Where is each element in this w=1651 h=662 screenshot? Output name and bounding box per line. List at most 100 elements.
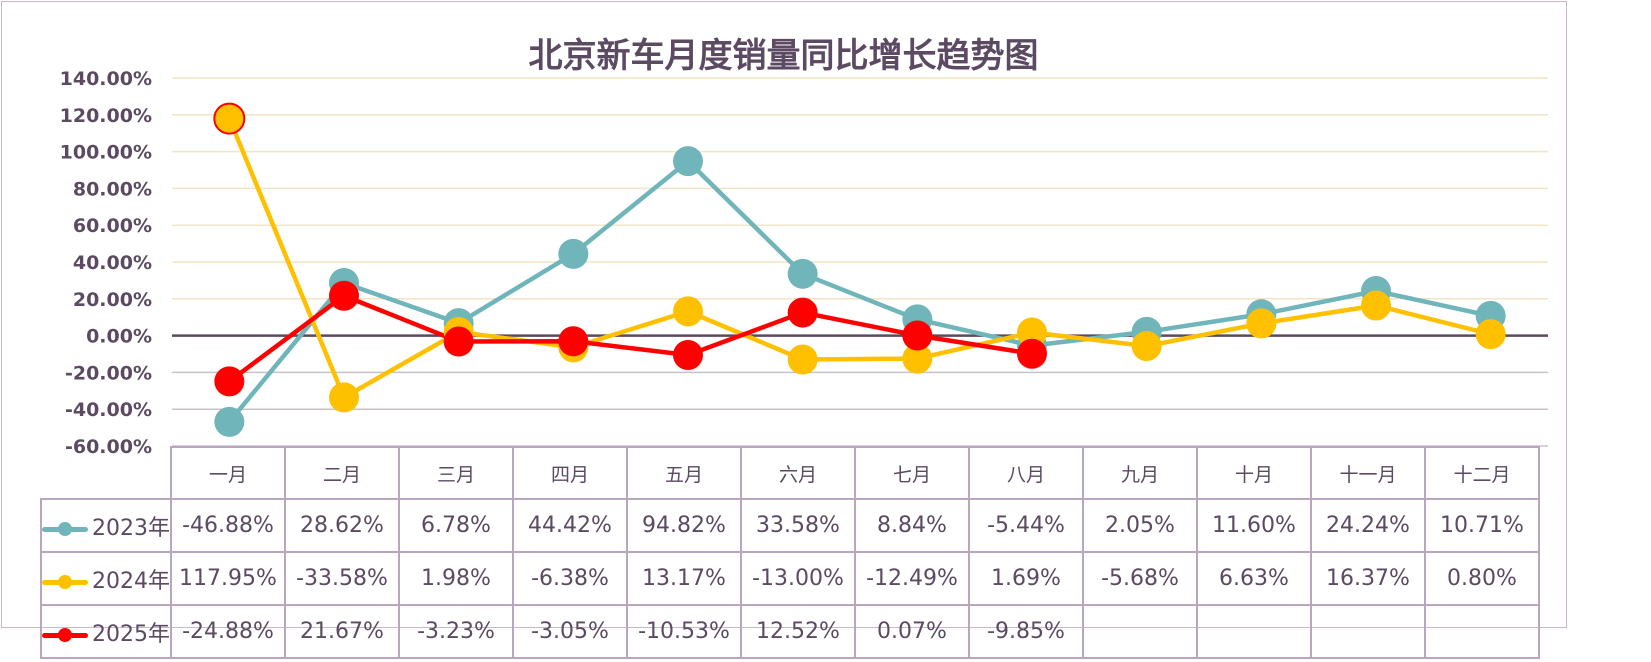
y-tick-label: -40.00%	[65, 399, 152, 421]
data-point	[1361, 290, 1391, 321]
data-point	[329, 382, 359, 413]
data-point	[1475, 319, 1506, 350]
data-point	[558, 326, 589, 357]
category-label: 三月	[398, 446, 514, 500]
data-label: 0.80%	[1424, 551, 1540, 606]
data-label: -33.58%	[284, 551, 400, 606]
legend-line-marker-icon	[42, 521, 88, 536]
y-tick-label: 0.00%	[86, 326, 152, 348]
category-label: 二月	[284, 446, 400, 500]
data-label: -12.49%	[854, 551, 970, 606]
category-label: 八月	[968, 446, 1084, 500]
data-label: -3.23%	[398, 604, 514, 659]
data-label	[1310, 604, 1426, 659]
data-label: 6.78%	[398, 498, 514, 553]
legend-entry: 2025年	[40, 604, 172, 659]
legend-label: 2025年	[92, 621, 170, 647]
legend-line-marker-icon	[42, 574, 88, 589]
category-label: 四月	[512, 446, 628, 500]
legend-entry: 2023年	[40, 498, 172, 553]
data-label: 117.95%	[170, 551, 286, 606]
legend-label: 2024年	[92, 568, 170, 594]
data-point	[902, 343, 933, 374]
y-tick-label: 60.00%	[73, 215, 152, 237]
data-label: -46.88%	[170, 498, 286, 553]
data-point	[787, 297, 818, 328]
data-label: -13.00%	[740, 551, 856, 606]
data-label: 1.98%	[398, 551, 514, 606]
data-label: 10.71%	[1424, 498, 1540, 553]
data-label: 94.82%	[626, 498, 742, 553]
data-label	[1082, 604, 1198, 659]
table-row: 2023年 -46.88% 28.62% 6.78% 44.42% 94.82% 33.58…	[40, 498, 1540, 553]
data-point	[787, 344, 818, 375]
data-label: -9.85%	[968, 604, 1084, 659]
data-point	[787, 258, 818, 289]
data-point	[673, 339, 703, 370]
legend-label: 2023年	[92, 515, 170, 541]
series-line-2025年	[227, 293, 1033, 384]
data-point	[214, 406, 245, 437]
data-label: 21.67%	[284, 604, 400, 659]
data-point	[1017, 317, 1047, 348]
data-point	[214, 366, 245, 397]
category-label: 十月	[1196, 446, 1312, 500]
data-point	[558, 238, 589, 269]
category-label: 一月	[170, 446, 286, 500]
category-label: 六月	[740, 446, 856, 500]
y-tick-label: -20.00%	[65, 362, 152, 384]
data-label: 1.69%	[968, 551, 1084, 606]
data-point	[902, 320, 933, 351]
y-tick-label: 20.00%	[73, 289, 152, 311]
data-label: 6.63%	[1196, 551, 1312, 606]
data-label: 2.05%	[1082, 498, 1198, 553]
data-label: 16.37%	[1310, 551, 1426, 606]
y-tick-label: 80.00%	[73, 178, 152, 200]
series-line-2024年	[227, 117, 1492, 400]
category-label: 九月	[1082, 446, 1198, 500]
category-label: 五月	[626, 446, 742, 500]
legend-line-marker-icon	[42, 627, 88, 642]
data-label: 13.17%	[626, 551, 742, 606]
data-point	[1246, 308, 1277, 339]
data-label: -3.05%	[512, 604, 628, 659]
data-label: -5.44%	[968, 498, 1084, 553]
empty-cell	[41, 447, 171, 499]
data-point	[673, 296, 703, 327]
y-tick-label: -60.00%	[65, 436, 152, 458]
data-label: 44.42%	[512, 498, 628, 553]
data-label: 11.60%	[1196, 498, 1312, 553]
data-point	[673, 146, 703, 177]
category-label: 十一月	[1310, 446, 1426, 500]
y-tick-label: 40.00%	[73, 252, 152, 274]
data-label: -10.53%	[626, 604, 742, 659]
table-row: 2024年 117.95% -33.58% 1.98% -6.38% 13.17% -13.…	[40, 551, 1540, 606]
data-label: -6.38%	[512, 551, 628, 606]
data-label: -24.88%	[170, 604, 286, 659]
data-label: 8.84%	[854, 498, 970, 553]
table-header-row: 一月 二月 三月 四月 五月 六月 七月 八月 九月 十月 十一月 十二月	[41, 446, 1540, 500]
data-label: 12.52%	[740, 604, 856, 659]
data-label: 24.24%	[1310, 498, 1426, 553]
category-label: 十二月	[1424, 446, 1540, 500]
y-tick-label: 100.00%	[60, 142, 152, 164]
series-line-2023年	[227, 158, 1492, 424]
data-point	[213, 102, 246, 135]
chart-title: 北京新车月度销量同比增长趋势图	[528, 36, 1039, 76]
data-label	[1196, 604, 1312, 659]
data-label: -5.68%	[1082, 551, 1198, 606]
data-table: 一月 二月 三月 四月 五月 六月 七月 八月 九月 十月 十一月 十二月 2023年 -46.88% 28…	[40, 446, 1540, 659]
y-tick-label: 120.00%	[60, 105, 152, 127]
category-label: 七月	[854, 446, 970, 500]
data-point	[443, 326, 474, 357]
data-point	[1017, 338, 1047, 369]
data-point	[1131, 331, 1162, 362]
data-point	[329, 280, 359, 311]
data-label: 0.07%	[854, 604, 970, 659]
y-tick-label: 140.00%	[60, 68, 152, 90]
legend-entry: 2024年	[40, 551, 172, 606]
data-label: 33.58%	[740, 498, 856, 553]
table-row: 2025年 -24.88% 21.67% -3.23% -3.05% -10.53% 12.…	[40, 604, 1540, 659]
